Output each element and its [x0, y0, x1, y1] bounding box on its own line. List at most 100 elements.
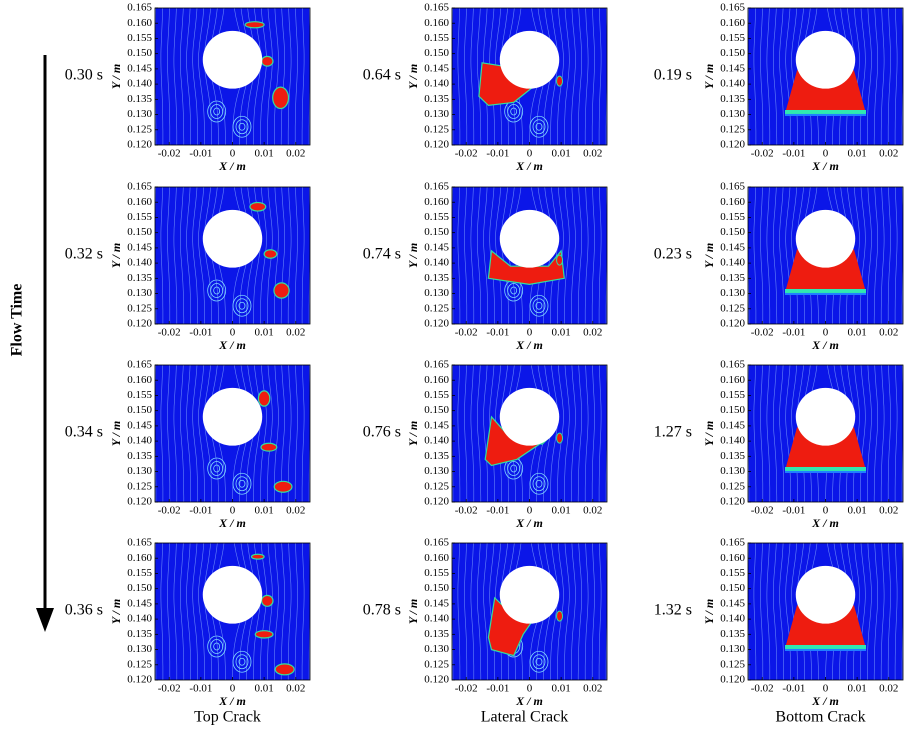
- x-tick-label: 0: [823, 327, 829, 339]
- cylinder: [203, 31, 262, 89]
- y-tick-label: 0.145: [424, 597, 449, 609]
- x-tick-label: 0: [230, 683, 236, 695]
- y-tick-label: 0.125: [720, 302, 745, 314]
- y-tick-label: 0.150: [720, 404, 745, 416]
- y-tick-label: 0.150: [424, 582, 449, 594]
- y-tick-label: 0.165: [424, 359, 449, 371]
- y-tick-label: 0.120: [720, 674, 745, 686]
- y-tick-label: 0.160: [127, 552, 152, 564]
- time-label: 0.76 s: [363, 424, 401, 441]
- y-tick-label: 0.155: [424, 32, 449, 44]
- y-tick-label: 0.140: [127, 257, 152, 269]
- panel-field: [451, 187, 607, 324]
- cylinder: [500, 31, 559, 89]
- cylinder: [500, 388, 559, 446]
- x-tick-label: -0.02: [751, 505, 774, 517]
- y-tick-label: 0.150: [720, 47, 745, 59]
- y-tick-label: 0.120: [424, 496, 449, 508]
- panel: 0.1200.1250.1300.1350.1400.1450.1500.155…: [363, 2, 608, 173]
- y-tick-label: 0.140: [424, 78, 449, 90]
- y-tick-label: 0.145: [720, 419, 745, 431]
- y-tick-label: 0.130: [127, 287, 152, 299]
- x-tick-label: -0.02: [158, 505, 181, 517]
- y-tick-label: 0.165: [720, 181, 745, 193]
- y-axis-label: Y / m: [109, 421, 123, 447]
- phase-blob: [557, 76, 563, 86]
- y-axis-label: Y / m: [702, 599, 716, 625]
- y-tick-label: 0.165: [127, 537, 152, 549]
- x-tick-label: 0.01: [255, 505, 274, 517]
- x-axis-label: X / m: [218, 159, 246, 173]
- y-tick-label: 0.150: [127, 404, 152, 416]
- x-tick-label: 0: [823, 683, 829, 695]
- y-tick-label: 0.160: [127, 196, 152, 208]
- side-label: Flow Time: [9, 284, 26, 357]
- y-tick-label: 0.165: [424, 537, 449, 549]
- x-tick-label: 0: [527, 148, 533, 160]
- figure: Flow Time Top Crack0.1200.1250.1300.1350…: [0, 0, 905, 734]
- y-tick-label: 0.160: [720, 17, 745, 29]
- x-tick-label: 0.02: [286, 148, 305, 160]
- x-axis-label: X / m: [811, 516, 839, 530]
- column-title: Top Crack: [194, 709, 261, 726]
- y-tick-label: 0.150: [127, 47, 152, 59]
- panel-field: [451, 8, 607, 145]
- x-tick-label: 0.02: [879, 327, 898, 339]
- interface-band: [785, 467, 866, 471]
- y-tick-label: 0.150: [127, 226, 152, 238]
- y-tick-label: 0.130: [127, 643, 152, 655]
- x-tick-label: -0.01: [782, 683, 805, 695]
- y-tick-label: 0.150: [424, 404, 449, 416]
- x-tick-label: 0.02: [286, 505, 305, 517]
- y-tick-label: 0.125: [720, 123, 745, 135]
- x-tick-label: -0.01: [486, 327, 509, 339]
- y-tick-label: 0.140: [127, 78, 152, 90]
- y-tick-label: 0.165: [720, 537, 745, 549]
- y-axis-label: Y / m: [406, 599, 420, 625]
- phase-blob: [274, 481, 292, 492]
- y-tick-label: 0.140: [720, 435, 745, 447]
- phase-blob: [275, 664, 294, 675]
- y-tick-label: 0.125: [424, 123, 449, 135]
- x-tick-label: 0: [823, 505, 829, 517]
- cylinder: [203, 210, 262, 268]
- x-tick-label: 0.02: [583, 148, 602, 160]
- time-label: 0.78 s: [363, 602, 401, 619]
- y-tick-label: 0.160: [720, 374, 745, 386]
- x-tick-label: 0: [230, 505, 236, 517]
- time-label: 0.36 s: [65, 602, 103, 619]
- y-tick-label: 0.155: [720, 389, 745, 401]
- panel: 0.1200.1250.1300.1350.1400.1450.1500.155…: [654, 537, 904, 708]
- y-tick-label: 0.120: [127, 139, 152, 151]
- y-tick-label: 0.130: [424, 108, 449, 120]
- y-tick-label: 0.155: [720, 32, 745, 44]
- x-tick-label: -0.02: [158, 148, 181, 160]
- phase-blob: [258, 391, 269, 406]
- x-tick-label: -0.02: [751, 148, 774, 160]
- x-tick-label: -0.01: [782, 505, 805, 517]
- y-tick-label: 0.145: [127, 62, 152, 74]
- y-tick-label: 0.155: [127, 32, 152, 44]
- x-tick-label: -0.02: [751, 327, 774, 339]
- x-tick-label: 0: [230, 327, 236, 339]
- x-axis-label: X / m: [218, 694, 246, 708]
- time-label: 0.19 s: [654, 67, 692, 84]
- x-tick-label: 0: [823, 148, 829, 160]
- time-label: 0.74 s: [363, 246, 401, 263]
- x-tick-label: -0.01: [486, 683, 509, 695]
- panel: 0.1200.1250.1300.1350.1400.1450.1500.155…: [65, 537, 311, 708]
- x-tick-label: 0.02: [879, 148, 898, 160]
- x-tick-label: 0.01: [255, 148, 274, 160]
- y-tick-label: 0.130: [127, 465, 152, 477]
- y-tick-label: 0.145: [424, 419, 449, 431]
- y-tick-label: 0.145: [127, 419, 152, 431]
- y-axis-label: Y / m: [702, 64, 716, 90]
- y-tick-label: 0.130: [424, 643, 449, 655]
- y-tick-label: 0.145: [127, 241, 152, 253]
- y-tick-label: 0.120: [424, 139, 449, 151]
- y-tick-label: 0.165: [127, 359, 152, 371]
- y-tick-label: 0.150: [127, 582, 152, 594]
- y-tick-label: 0.140: [424, 435, 449, 447]
- y-tick-label: 0.160: [720, 552, 745, 564]
- cylinder: [796, 566, 855, 624]
